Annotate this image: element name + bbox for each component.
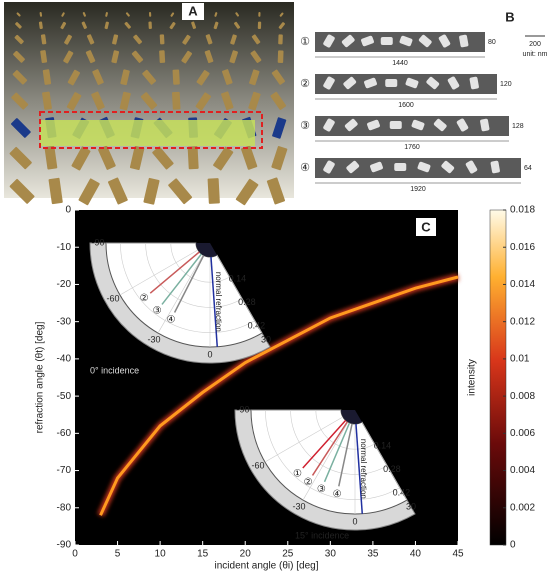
inset-angle-label: -90: [91, 237, 104, 247]
figure: A B 200 unit: nm ①144080②1600120③1760128…: [0, 0, 560, 577]
inset-angle-label: 0: [207, 349, 212, 359]
row-width: 1600: [398, 102, 414, 109]
y-axis-label: refraction angle (θt) [deg]: [35, 321, 46, 433]
inset-ray-label: ③: [153, 305, 162, 316]
y-tick-label: -70: [57, 465, 72, 476]
panel-b: B 200 unit: nm ① 1440 80 ② 1600 120 ③ 1760 128 ④ 1…: [300, 9, 548, 192]
inset-radial-label: 0.42: [248, 320, 266, 330]
inset-ray-label: ③: [317, 484, 326, 495]
row-height: 128: [512, 123, 524, 130]
inset-radial-label: 0.14: [374, 441, 392, 451]
antenna: [258, 12, 260, 17]
y-tick-label: -90: [57, 540, 72, 551]
inset-normal-label: normal refraction: [359, 439, 368, 499]
inset-ray-label: ④: [333, 489, 342, 500]
inset-radial-label: 0.28: [238, 297, 256, 307]
inset-ray-label: ②: [140, 293, 149, 304]
unit-label: unit: nm: [523, 51, 548, 58]
colorbar-tick-label: 0.016: [510, 242, 535, 253]
panel-label: C: [421, 219, 431, 234]
x-tick-label: 0: [72, 549, 78, 560]
antenna: [188, 146, 199, 169]
inset-ray-label: ②: [304, 477, 313, 488]
x-tick-label: 35: [367, 549, 379, 560]
colorbar-tick-label: 0.004: [510, 465, 535, 476]
inset-normal-label: normal refraction: [214, 272, 223, 332]
row-height: 80: [488, 39, 496, 46]
row-height: 120: [500, 81, 512, 88]
x-tick-label: 10: [155, 549, 167, 560]
x-tick-label: 5: [115, 549, 121, 560]
antenna: [394, 163, 406, 171]
row-width: 1920: [410, 186, 426, 193]
antenna: [208, 178, 220, 204]
colorbar-tick-label: 0.006: [510, 428, 535, 439]
inset-ray-label: ④: [166, 314, 175, 325]
x-axis-label: incident angle (θi) [deg]: [215, 561, 319, 572]
colorbar-tick-label: 0.018: [510, 205, 535, 216]
inset-angle-label: 30: [406, 501, 416, 511]
colorbar-tick-label: 0.008: [510, 391, 535, 402]
y-tick-label: 0: [65, 205, 71, 216]
antenna: [173, 69, 180, 84]
antenna: [160, 34, 165, 44]
colorbar-label: intensity: [467, 359, 478, 396]
row-index: ④: [300, 162, 310, 174]
row-width: 1440: [392, 60, 408, 67]
colorbar-tick-label: 0.002: [510, 502, 535, 513]
inset-radial-label: 0.42: [393, 487, 411, 497]
x-tick-label: 20: [240, 549, 252, 560]
panel-label: A: [188, 3, 198, 18]
inset-angle-label: -90: [236, 404, 249, 414]
scale-bar-label: 200: [529, 41, 541, 48]
y-tick-label: -30: [57, 316, 72, 327]
inset-angle-label: -30: [292, 501, 305, 511]
antenna: [385, 79, 397, 87]
antenna: [159, 50, 165, 63]
antenna: [390, 121, 402, 129]
colorbar-tick-label: 0.012: [510, 316, 535, 327]
row-width: 1760: [404, 144, 420, 151]
inset-title: 0° incidence: [90, 365, 139, 375]
inset-radial-label: 0.28: [383, 464, 401, 474]
colorbar: [490, 210, 506, 545]
y-tick-label: -20: [57, 279, 72, 290]
inset-radial-label: 0.14: [229, 274, 247, 284]
inset-title: 15° incidence: [295, 530, 349, 540]
y-tick-label: -60: [57, 428, 72, 439]
colorbar-tick-label: 0.014: [510, 279, 535, 290]
antenna: [278, 50, 284, 63]
x-tick-label: 40: [410, 549, 422, 560]
antenna: [148, 22, 152, 30]
row-height: 64: [524, 165, 532, 172]
antenna: [149, 12, 151, 17]
x-tick-label: 30: [325, 549, 337, 560]
row-index: ③: [300, 120, 310, 132]
panel-a: A: [4, 2, 294, 206]
y-tick-label: -80: [57, 502, 72, 513]
y-tick-label: -40: [57, 354, 72, 365]
antenna: [172, 92, 181, 110]
row-index: ②: [300, 78, 310, 90]
inset-angle-label: 30: [261, 334, 271, 344]
colorbar-tick-label: 0.01: [510, 354, 530, 365]
x-tick-label: 45: [452, 549, 464, 560]
row-index: ①: [300, 36, 310, 48]
panel-c: 0 5 10 15 20 25 30 35 40 45 -90 -80 -70 -60 -50 -40 -30 -…: [35, 205, 536, 572]
inset-ray-label: ①: [293, 469, 302, 480]
y-tick-label: -50: [57, 391, 72, 402]
antenna: [278, 34, 283, 44]
antenna: [258, 22, 261, 29]
x-tick-label: 25: [282, 549, 294, 560]
inset-angle-label: -60: [106, 293, 119, 303]
inset-angle-label: -30: [147, 334, 160, 344]
antenna: [381, 37, 393, 45]
colorbar-tick-label: 0: [510, 540, 516, 551]
inset-angle-label: 0: [352, 516, 357, 526]
inset-angle-label: -60: [251, 460, 264, 470]
y-tick-label: -10: [57, 242, 72, 253]
panel-label: B: [505, 9, 514, 24]
x-tick-label: 15: [197, 549, 209, 560]
